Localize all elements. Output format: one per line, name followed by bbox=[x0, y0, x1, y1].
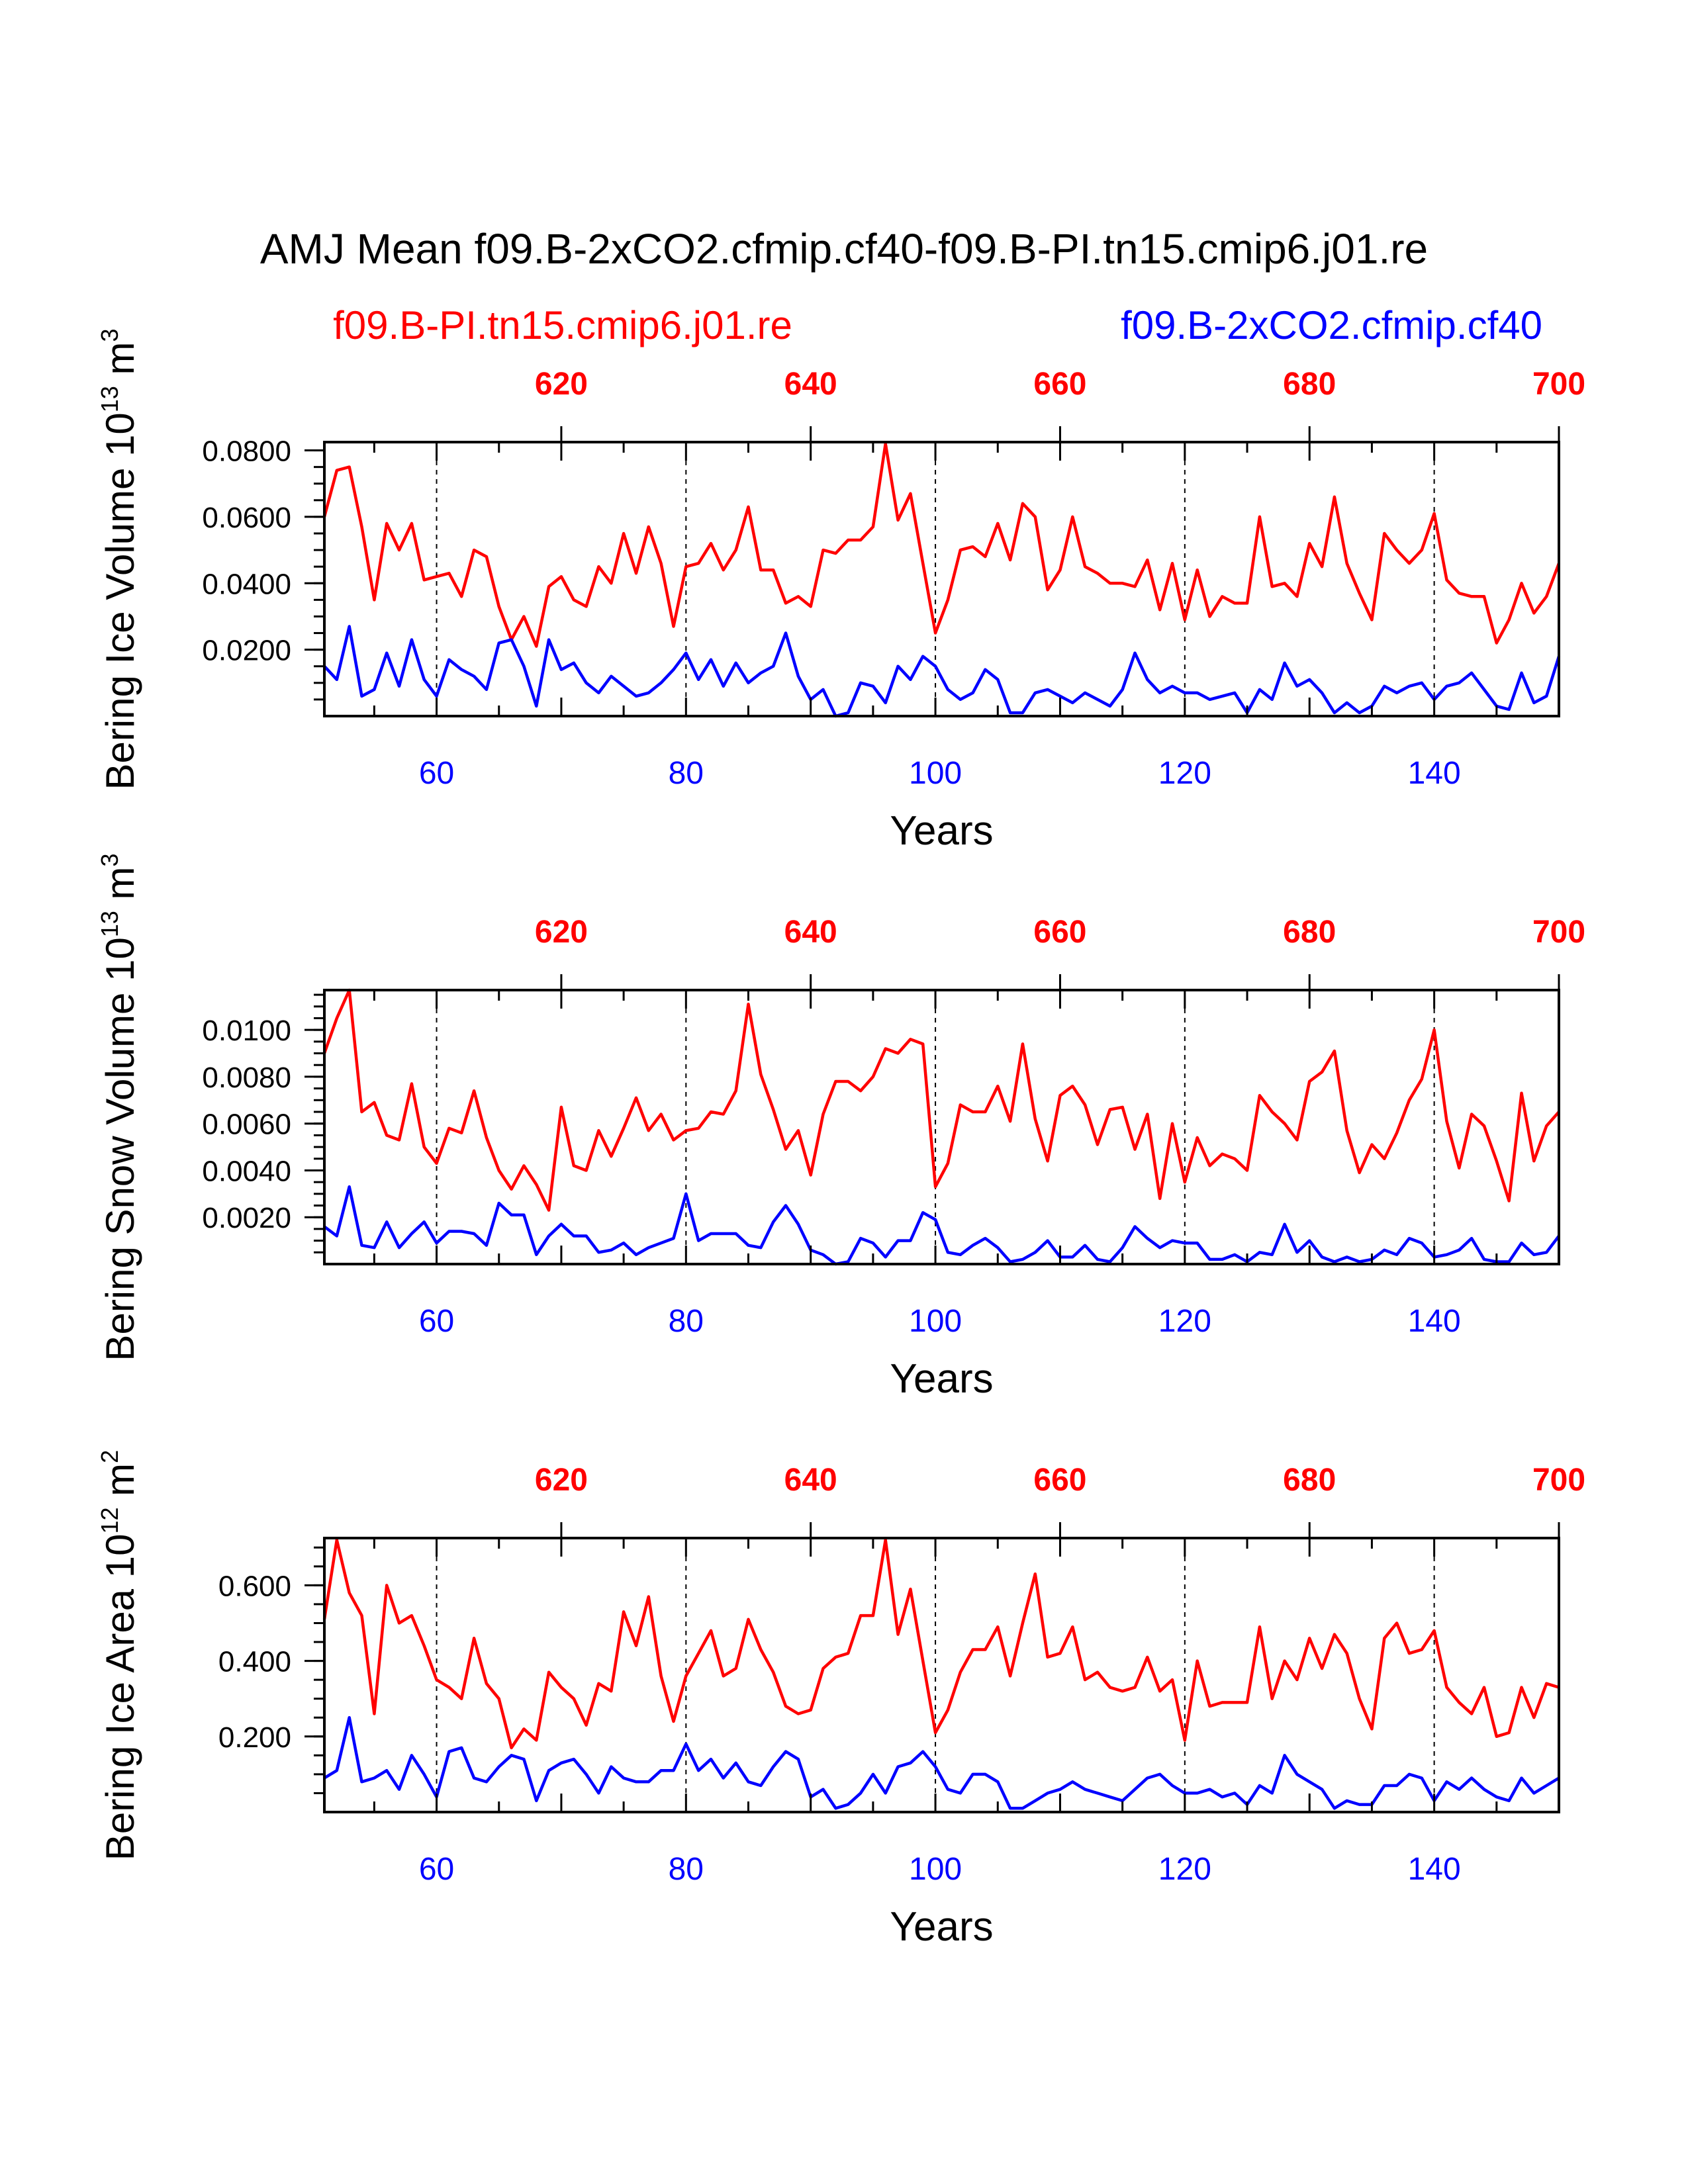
x-tick-label-top: 620 bbox=[535, 367, 588, 402]
x-tick-label-bottom: 100 bbox=[909, 756, 962, 791]
x-tick-label-bottom: 140 bbox=[1408, 1304, 1461, 1339]
y-axis-label: Bering Ice Volume 1013 m3 bbox=[96, 328, 142, 790]
x-tick-label-top: 660 bbox=[1033, 367, 1086, 402]
y-tick-label: 0.0060 bbox=[202, 1109, 291, 1141]
y-tick-label: 0.0020 bbox=[202, 1202, 291, 1234]
series-line-ctrl bbox=[322, 988, 1560, 1212]
x-tick-label-bottom: 140 bbox=[1408, 756, 1461, 791]
series-line-ctrl bbox=[322, 1538, 1560, 1750]
y-axis-label-part: 13 bbox=[96, 386, 123, 412]
x-tick-label-top: 660 bbox=[1033, 915, 1086, 950]
x-tick-label-top: 700 bbox=[1532, 915, 1585, 950]
x-tick-label-bottom: 60 bbox=[419, 1852, 454, 1887]
x-tick-label-bottom: 120 bbox=[1158, 756, 1211, 791]
y-axis-label-part: m bbox=[98, 1463, 142, 1508]
y-tick-label: 0.400 bbox=[218, 1646, 291, 1678]
x-tick-label-top: 620 bbox=[535, 1463, 588, 1498]
y-axis-label-part: m bbox=[98, 341, 142, 386]
x-tick-label-top: 680 bbox=[1283, 367, 1336, 402]
panel-1: 60 80 100 120 140 620 640 660 680 700 Years 0.0200 0… bbox=[96, 328, 1585, 854]
x-tick-label-bottom: 100 bbox=[909, 1852, 962, 1887]
y-tick-label: 0.0100 bbox=[202, 1015, 291, 1047]
series-line-exp bbox=[323, 1185, 1560, 1266]
x-tick-label-bottom: 60 bbox=[419, 1304, 454, 1339]
legend-experiment-label: f09.B-2xCO2.cfmip.cf40 bbox=[1121, 303, 1542, 347]
x-axis-label: Years bbox=[890, 1904, 993, 1950]
x-tick-label-bottom: 120 bbox=[1158, 1304, 1211, 1339]
y-axis-label-part: 3 bbox=[96, 328, 123, 341]
y-tick-label: 0.200 bbox=[218, 1721, 291, 1754]
legend-control-label: f09.B-PI.tn15.cmip6.j01.re bbox=[333, 303, 792, 347]
y-axis-label-part: 3 bbox=[96, 853, 123, 866]
y-axis-label-part: 13 bbox=[96, 911, 123, 937]
x-tick-label-bottom: 80 bbox=[669, 1852, 704, 1887]
y-axis-label-part: 2 bbox=[96, 1450, 123, 1463]
y-tick-label: 0.0080 bbox=[202, 1062, 291, 1094]
x-tick-label-top: 640 bbox=[784, 1463, 837, 1498]
y-axis-label-part: Bering Snow Volume 10 bbox=[98, 937, 142, 1361]
x-tick-label-top: 620 bbox=[535, 915, 588, 950]
x-tick-label-bottom: 120 bbox=[1158, 1852, 1211, 1887]
x-tick-label-top: 700 bbox=[1532, 1463, 1585, 1498]
y-axis-label-part: Bering Ice Volume 10 bbox=[98, 412, 142, 790]
panel-2: 60 80 100 120 140 620 640 660 680 700 Years 0.0020 0… bbox=[96, 853, 1585, 1402]
y-axis-label: Bering Ice Area 1012 m2 bbox=[96, 1450, 142, 1860]
series-line-exp bbox=[323, 625, 1561, 718]
y-tick-label: 0.0600 bbox=[202, 502, 291, 534]
y-axis-label-part: Bering Ice Area 10 bbox=[98, 1534, 142, 1861]
x-tick-label-bottom: 140 bbox=[1408, 1852, 1461, 1887]
x-tick-label-top: 660 bbox=[1033, 1463, 1086, 1498]
x-tick-label-bottom: 60 bbox=[419, 756, 454, 791]
x-tick-label-top: 640 bbox=[784, 915, 837, 950]
y-tick-label: 0.600 bbox=[218, 1570, 291, 1602]
y-axis-label-part: m bbox=[98, 866, 142, 911]
panels: 60 80 100 120 140 620 640 660 680 700 Years 0.0200 0… bbox=[96, 328, 1585, 1950]
x-tick-label-top: 680 bbox=[1283, 1463, 1336, 1498]
x-tick-label-top: 700 bbox=[1532, 367, 1585, 402]
x-axis-label: Years bbox=[890, 808, 993, 854]
y-tick-label: 0.0800 bbox=[202, 435, 291, 468]
series-line-ctrl bbox=[322, 442, 1561, 648]
x-tick-label-top: 680 bbox=[1283, 915, 1336, 950]
plot-frame bbox=[323, 441, 1560, 717]
series-line-exp bbox=[323, 1715, 1560, 1810]
plot-frame bbox=[323, 1537, 1560, 1813]
x-tick-label-bottom: 80 bbox=[669, 756, 704, 791]
plot-frame bbox=[323, 989, 1560, 1265]
x-tick-label-bottom: 100 bbox=[909, 1304, 962, 1339]
panel-3: 60 80 100 120 140 620 640 660 680 700 Years 0.200 0.… bbox=[96, 1450, 1585, 1950]
chart-title: AMJ Mean f09.B-2xCO2.cfmip.cf40-f09.B-PI… bbox=[260, 225, 1428, 273]
x-tick-label-bottom: 80 bbox=[669, 1304, 704, 1339]
y-tick-label: 0.0200 bbox=[202, 635, 291, 667]
y-axis-label-part: 12 bbox=[96, 1507, 123, 1533]
y-tick-label: 0.0400 bbox=[202, 568, 291, 600]
x-tick-label-top: 640 bbox=[784, 367, 837, 402]
y-tick-label: 0.0040 bbox=[202, 1155, 291, 1187]
x-axis-label: Years bbox=[890, 1356, 993, 1402]
y-axis-label: Bering Snow Volume 1013 m3 bbox=[96, 853, 142, 1361]
